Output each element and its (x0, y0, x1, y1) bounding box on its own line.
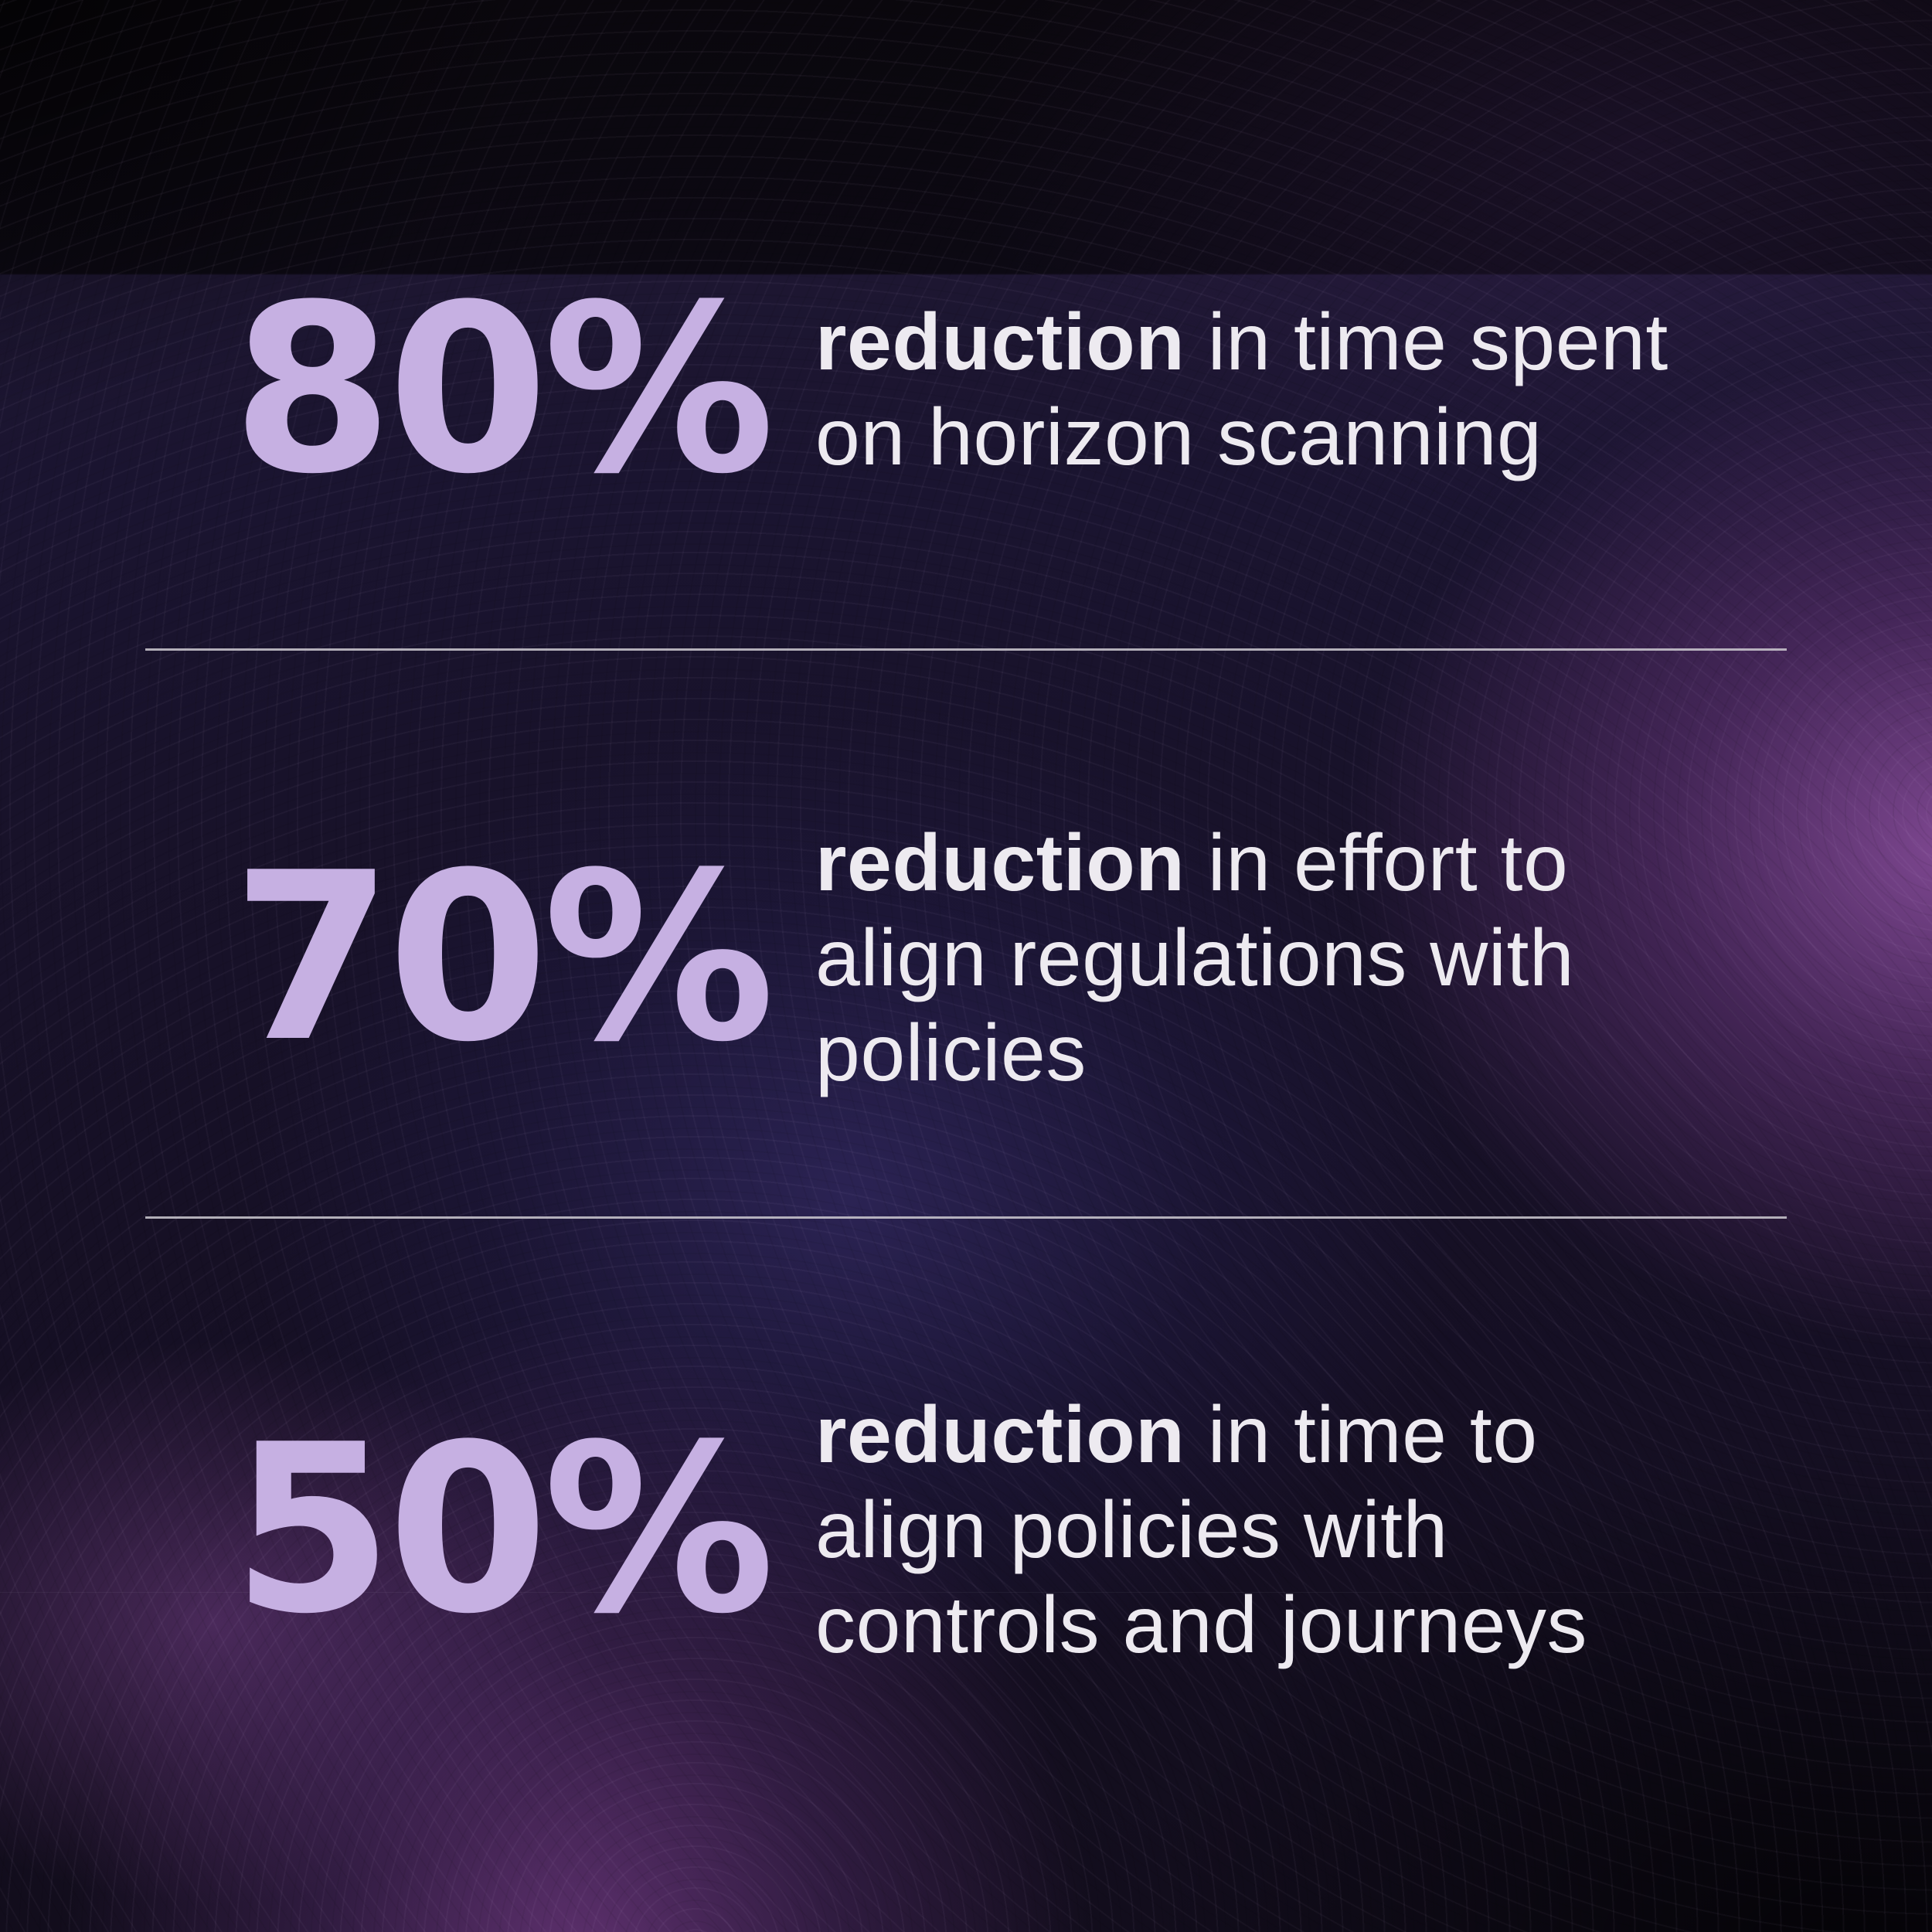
divider (145, 1216, 1787, 1219)
stat-line: align regulations with (815, 913, 1575, 1003)
stat-row-80: 80% reduction in time spent on horizon s… (232, 255, 1816, 526)
stat-line: reduction in time to (815, 1388, 1587, 1483)
stat-bold-word: reduction (815, 1389, 1185, 1480)
stat-number: 80% (232, 255, 775, 525)
stat-line: reduction in time spent (815, 295, 1668, 390)
stat-line: reduction in effort to (815, 816, 1574, 911)
stat-line-rest: in effort to (1185, 818, 1569, 908)
stat-row-50: 50% reduction in time to align policies … (232, 1352, 1816, 1708)
stat-line: policies (815, 1008, 1087, 1098)
stat-line: controls and journeys (815, 1580, 1588, 1670)
background-seam (0, 1592, 1932, 1593)
stat-line-rest: in time spent (1185, 298, 1668, 387)
stat-bold-word: reduction (815, 818, 1185, 908)
stat-number: 70% (232, 823, 775, 1093)
stat-description: reduction in effort to align regulations… (815, 816, 1574, 1101)
divider (145, 648, 1787, 651)
stat-description: reduction in time spent on horizon scann… (815, 295, 1668, 485)
stat-description: reduction in time to align policies with… (815, 1388, 1587, 1673)
stat-number: 50% (232, 1395, 775, 1665)
stat-line: align policies with (815, 1485, 1448, 1575)
stat-line-rest: in time to (1185, 1389, 1538, 1480)
stat-bold-word: reduction (815, 298, 1185, 387)
stat-line: on horizon scanning (815, 393, 1543, 482)
stat-row-70: 70% reduction in effort to align regulat… (232, 788, 1816, 1128)
